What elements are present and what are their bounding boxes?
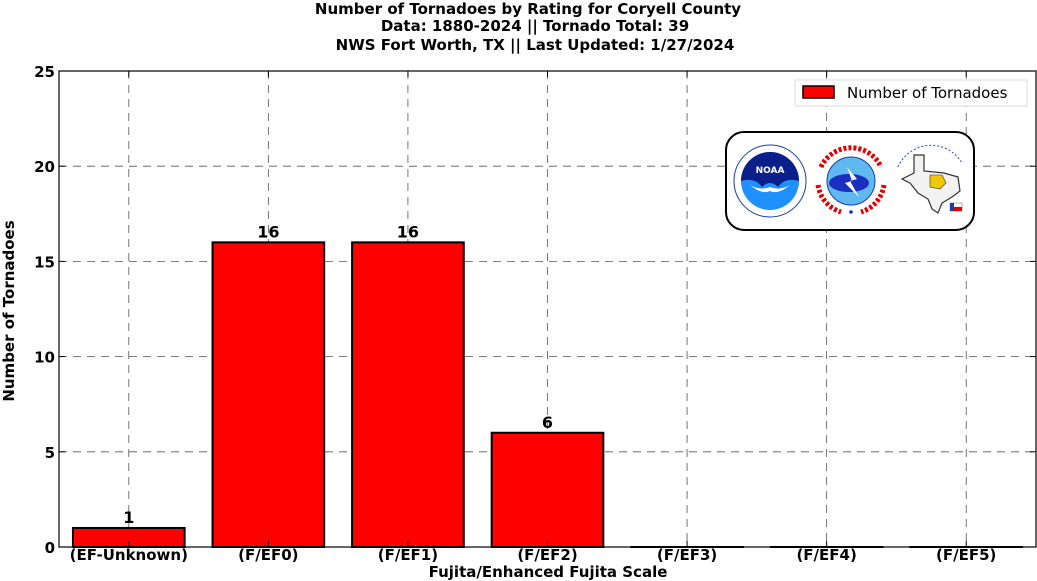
x-tick-label: (F/EF0) [238, 546, 298, 564]
y-tick-label: 5 [45, 444, 55, 462]
legend-label: Number of Tornadoes [847, 84, 1008, 102]
x-axis-label: Fujita/Enhanced Fujita Scale [429, 563, 668, 581]
bar [211, 241, 326, 549]
x-tick-label: (F/EF2) [517, 546, 577, 564]
title-line-3: NWS Fort Worth, TX || Last Updated: 1/27… [336, 36, 735, 55]
y-tick-label: 0 [45, 539, 55, 557]
y-tick-label: 25 [34, 63, 55, 81]
y-tick-label: 10 [34, 349, 55, 367]
x-tick-label: (F/EF5) [936, 546, 996, 564]
noaa-logo: NOAA [733, 144, 807, 218]
title-line-1: Number of Tornadoes by Rating for Coryel… [315, 0, 741, 18]
data-labels: 1 16 16 6 [123, 222, 553, 527]
x-tick-label: (F/EF4) [796, 546, 856, 564]
x-tick-label: (F/EF1) [378, 546, 438, 564]
logos-panel: NOAA [725, 131, 975, 231]
y-tick-label: 15 [34, 253, 55, 271]
x-tick-label: (F/EF3) [657, 546, 717, 564]
y-axis-label: Number of Tornadoes [0, 220, 18, 401]
y-axis: 0 5 10 15 20 25 [34, 63, 1036, 557]
legend: Number of Tornadoes [794, 79, 1028, 107]
texas-map-logo [896, 144, 968, 217]
y-tick-label: 20 [34, 158, 55, 176]
chart-title: Number of Tornadoes by Rating for Coryel… [315, 0, 741, 55]
bar-data-label: 16 [397, 222, 419, 241]
nws-logo [815, 145, 887, 217]
title-line-2: Data: 1880-2024 || Tornado Total: 39 [381, 17, 689, 36]
x-axis: (EF-Unknown) (F/EF0) (F/EF1) (F/EF2) (F/EF3)… [70, 71, 996, 564]
legend-swatch [802, 85, 835, 99]
svg-text:NOAA: NOAA [756, 166, 785, 176]
bar-data-label: 1 [123, 508, 134, 527]
x-tick-label: (EF-Unknown) [70, 546, 188, 564]
bar [490, 431, 605, 549]
bar [351, 241, 465, 549]
bar-data-label: 16 [257, 222, 279, 241]
bar-data-label: 6 [542, 413, 553, 432]
